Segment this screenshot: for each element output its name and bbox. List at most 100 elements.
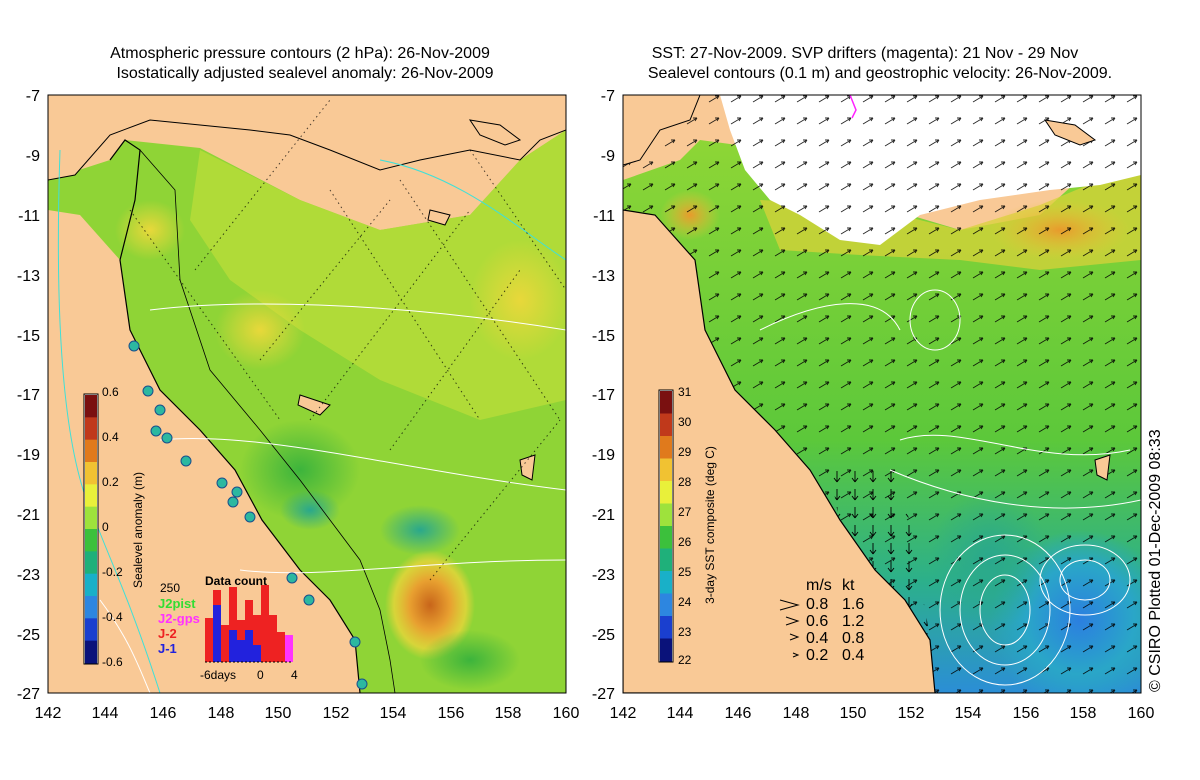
- lon-tick-label: 158: [1070, 705, 1097, 722]
- vel-header-kt: kt: [842, 577, 855, 594]
- left-map-area[interactable]: [48, 95, 570, 693]
- lon-tick-label: 148: [208, 705, 235, 722]
- count-axis-label: 0: [257, 668, 264, 682]
- tide-gauge-markers: [128, 340, 368, 690]
- lon-tick-label: 146: [150, 705, 177, 722]
- lon-tick-label: 146: [725, 705, 752, 722]
- svp-drifter-track: [849, 95, 857, 119]
- lon-tick-label: 160: [553, 705, 580, 722]
- lat-tick-label: -15: [17, 328, 40, 345]
- right-title: SST: 27-Nov-2009. SVP drifters (magenta)…: [648, 45, 1112, 82]
- right-cb-tick: 28: [678, 475, 692, 489]
- lat-tick-label: -27: [592, 686, 615, 703]
- colorbar-swatch: [85, 417, 97, 441]
- data-count-max: 250: [160, 581, 180, 595]
- colorbar-swatch: [660, 503, 672, 527]
- right-lat-ticks: -7 -9 -11 -13 -15 -17 -19 -21 -23 -25 -2…: [592, 88, 615, 703]
- lat-tick-label: -11: [593, 208, 615, 225]
- right-colorbar-swatches: [660, 391, 672, 662]
- left-cb-label: Sealevel anomaly (m): [131, 472, 145, 588]
- left-cb-tick: 0.2: [102, 475, 119, 489]
- lat-tick-label: -7: [26, 88, 40, 105]
- left-colorbar: 0.6 0.4 0.2 0 -0.2 -0.4 -0.6 Sealevel an…: [83, 385, 145, 669]
- vel-kt: 0.4: [842, 647, 864, 664]
- left-cb-tick: -0.6: [102, 655, 123, 669]
- vel-kt: 1.6: [842, 596, 864, 613]
- colorbar-swatch: [660, 391, 672, 414]
- colorbar-swatch: [660, 413, 672, 437]
- colorbar-swatch: [660, 481, 672, 504]
- colorbar-swatch: [85, 395, 97, 418]
- right-cb-tick: 25: [678, 565, 692, 579]
- legend-j2gps: J2-gps: [158, 611, 200, 626]
- right-lon-ticks: 142 144 146 148 150 152 154 156 158 160: [610, 705, 1155, 722]
- lat-tick-label: -21: [592, 507, 615, 524]
- right-title-line1: SST: 27-Nov-2009. SVP drifters (magenta)…: [652, 45, 1079, 62]
- data-count-title: Data count: [205, 574, 267, 588]
- count-axis-label: -6days: [200, 668, 236, 682]
- vel-ms: 0.6: [806, 613, 828, 630]
- count-bar: [237, 640, 245, 662]
- lat-tick-label: -13: [592, 268, 615, 285]
- right-cb-tick: 22: [678, 653, 692, 667]
- count-bar: [245, 630, 253, 662]
- sla-high-yellow-north: [115, 200, 185, 260]
- lat-tick-label: -25: [592, 627, 615, 644]
- right-cb-tick: 31: [678, 385, 692, 399]
- colorbar-swatch: [660, 458, 672, 482]
- right-cb-tick: 29: [678, 445, 692, 459]
- left-cb-tick: 0.6: [102, 385, 119, 399]
- count-bar: [261, 585, 269, 662]
- right-cb-tick: 27: [678, 505, 692, 519]
- sla-low-teal-2: [280, 490, 340, 530]
- left-islands: [297, 119, 536, 481]
- right-cb-tick: 24: [678, 595, 692, 609]
- colorbar-swatch: [85, 618, 97, 642]
- lon-tick-label: 158: [495, 705, 522, 722]
- legend-j2pist: J2pist: [158, 596, 196, 611]
- lat-tick-label: -25: [17, 627, 40, 644]
- colorbar-swatch: [85, 439, 97, 463]
- count-bar: [229, 630, 237, 662]
- lat-tick-label: -11: [18, 208, 40, 225]
- colorbar-swatch: [85, 640, 97, 664]
- csiro-credit: © CSIRO Plotted 01-Dec-2009 08:33: [1147, 429, 1164, 692]
- lon-tick-label: 144: [92, 705, 119, 722]
- right-png-land: [623, 95, 701, 166]
- right-cb-tick: 30: [678, 415, 692, 429]
- lat-tick-label: -27: [17, 686, 40, 703]
- colorbar-swatch: [85, 529, 97, 552]
- left-reef-contour: [139, 149, 396, 693]
- lon-tick-label: 142: [610, 705, 637, 722]
- right-colorbar: 31 30 29 28 27 26 25 24 23 22 3-day SST …: [658, 385, 717, 667]
- right-cb-tick: 26: [678, 535, 692, 549]
- lon-tick-label: 156: [438, 705, 465, 722]
- colorbar-swatch: [85, 462, 97, 485]
- left-title-line2: Isostatically adjusted sealevel anomaly:…: [116, 65, 493, 82]
- count-bar: [213, 605, 221, 662]
- vel-arrow-icon: [792, 652, 800, 658]
- lat-tick-label: -13: [17, 268, 40, 285]
- lon-tick-label: 144: [667, 705, 694, 722]
- colorbar-swatch: [660, 436, 672, 459]
- lat-tick-label: -15: [592, 328, 615, 345]
- colorbar-swatch: [85, 484, 97, 508]
- left-cb-tick: 0: [102, 520, 109, 534]
- colorbar-swatch: [660, 548, 672, 572]
- lon-tick-label: 152: [323, 705, 350, 722]
- sla-high-yellow-east: [470, 240, 566, 360]
- velocity-legend: m/s kt 0.8 1.6 0.6 1.2 0.4 0.8 0.2 0.4: [779, 577, 864, 664]
- colorbar-swatch: [85, 551, 97, 575]
- vel-ms: 0.4: [806, 630, 828, 647]
- colorbar-swatch: [660, 616, 672, 639]
- right-map-frame: [622, 94, 1142, 694]
- left-lat-ticks: -7 -9 -11 -13 -15 -17 -19 -21 -23 -25 -2…: [17, 88, 40, 703]
- vel-ms: 0.8: [806, 596, 828, 613]
- count-bar: [253, 645, 261, 662]
- left-colorbar-swatches: [85, 395, 97, 664]
- colorbar-swatch: [660, 593, 672, 617]
- vel-kt: 1.2: [842, 613, 864, 630]
- lon-tick-label: 150: [265, 705, 292, 722]
- right-map-area[interactable]: [623, 95, 1170, 710]
